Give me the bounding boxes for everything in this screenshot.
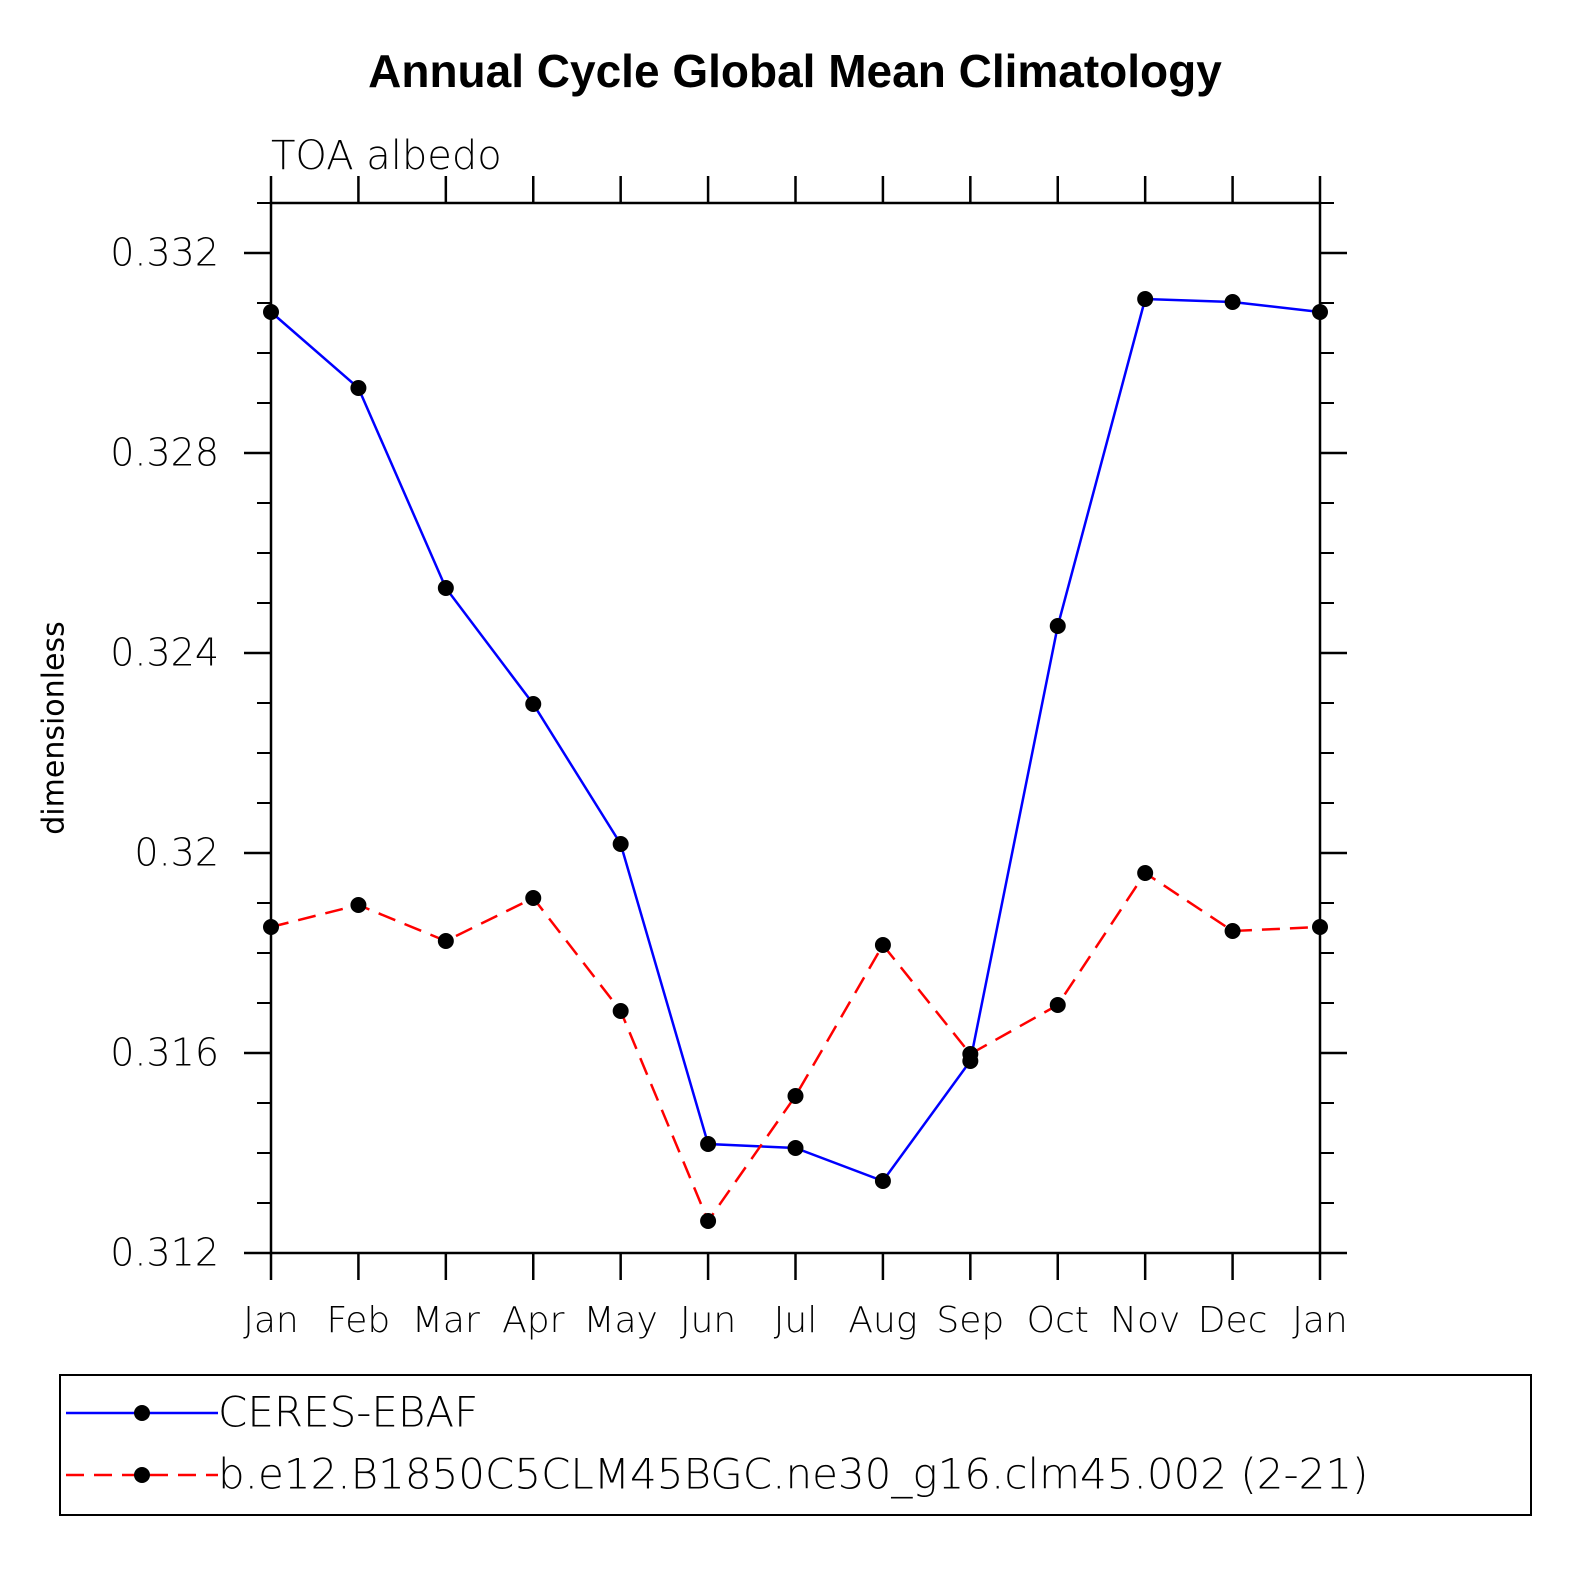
x-tick-label: Dec: [1198, 1300, 1268, 1341]
x-tick-label: Jul: [774, 1300, 817, 1341]
data-point: [874, 1173, 891, 1189]
data-point: [1137, 291, 1154, 307]
data-point: [525, 890, 542, 906]
legend-box: [59, 1374, 1532, 1516]
y-tick-label: 0.328: [110, 431, 219, 475]
data-point: [962, 1046, 979, 1062]
y-axis-label: dimensionless: [37, 621, 72, 834]
x-tick-label: Jan: [243, 1300, 299, 1341]
legend-marker: [134, 1467, 150, 1483]
x-tick-label: Apr: [502, 1300, 564, 1341]
data-point: [1137, 865, 1154, 881]
data-point: [700, 1213, 717, 1229]
data-point: [525, 696, 542, 712]
series-line: [270, 871, 1321, 1224]
chart-title: Annual Cycle Global Mean Climatology: [368, 45, 1222, 97]
data-point: [1224, 923, 1241, 939]
data-point: [1312, 304, 1328, 320]
data-point: [350, 897, 367, 913]
x-tick-label: Feb: [327, 1300, 391, 1341]
y-tick-label: 0.316: [110, 1031, 219, 1075]
y-tick-label: 0.312: [110, 1231, 219, 1275]
data-point: [874, 937, 891, 953]
data-point: [700, 1136, 717, 1152]
x-tick-label: Jan: [1292, 1300, 1348, 1341]
data-point: [437, 580, 454, 596]
legend-label: CERES-EBAF: [218, 1388, 478, 1437]
data-point: [1224, 294, 1241, 310]
x-tick-label: Mar: [412, 1300, 480, 1341]
series-line: [270, 297, 1321, 1183]
y-tick-label: 0.32: [134, 831, 219, 875]
legend-marker: [134, 1405, 150, 1421]
y-tick-label: 0.324: [110, 631, 219, 675]
legend-label: b.e12.B1850C5CLM45BGC.ne30_g16.clm45.002…: [218, 1450, 1368, 1499]
x-tick-label: Aug: [848, 1300, 917, 1341]
chart-subtitle: TOA albedo: [271, 133, 502, 179]
x-tick-label: Jun: [680, 1300, 736, 1341]
data-point: [437, 933, 454, 949]
x-tick-label: May: [583, 1300, 657, 1341]
x-tick-label: Oct: [1027, 1300, 1089, 1341]
x-tick-label: Nov: [1110, 1300, 1180, 1341]
data-point: [263, 304, 279, 320]
x-tick-label: Sep: [936, 1300, 1004, 1341]
data-point: [1049, 997, 1066, 1013]
data-point: [1312, 919, 1328, 935]
data-point: [787, 1140, 804, 1156]
data-point: [263, 919, 279, 935]
data-point: [787, 1088, 804, 1104]
data-point: [612, 836, 629, 852]
data-point: [1049, 618, 1066, 634]
data-point: [612, 1003, 629, 1019]
y-tick-label: 0.332: [110, 231, 219, 275]
data-point: [350, 380, 367, 396]
